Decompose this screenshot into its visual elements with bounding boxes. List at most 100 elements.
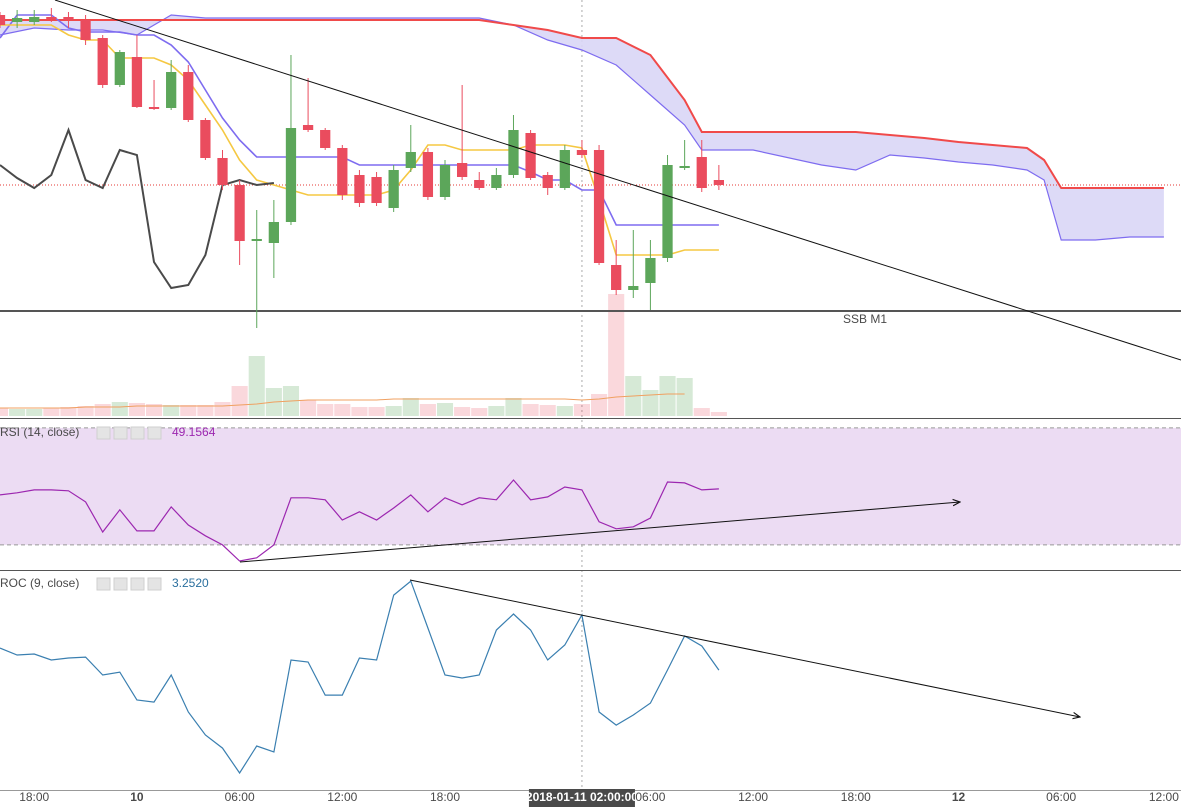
volume-ma — [0, 393, 685, 409]
candle-body — [217, 158, 228, 185]
candle-body — [713, 180, 725, 185]
indicator-controls[interactable] — [96, 426, 162, 440]
volume-bar — [351, 407, 368, 416]
remove-icon[interactable] — [147, 577, 162, 591]
volume-bar — [300, 400, 317, 416]
x-tick-label: 18:00 — [841, 790, 871, 804]
candle-body — [491, 175, 502, 188]
indicator-controls[interactable] — [96, 577, 162, 591]
candle-body — [63, 17, 74, 20]
crosshair-label-bg — [528, 789, 635, 807]
cloud-span — [0, 19, 1164, 189]
cloud-span — [0, 14, 1164, 241]
more-icon[interactable] — [130, 426, 145, 440]
candle-body — [320, 130, 331, 148]
band-fill — [0, 427, 1181, 545]
volume-bar — [573, 404, 590, 416]
x-tick-label: 12 — [952, 790, 966, 804]
settings-icon[interactable] — [113, 577, 128, 591]
x-tick-label: 06:00 — [225, 790, 255, 804]
volume-bar — [128, 403, 145, 416]
candle-body — [268, 222, 279, 243]
candle-body — [576, 150, 588, 155]
candle-body — [508, 130, 519, 175]
candle-body — [422, 152, 434, 197]
indicator-title: RSI (14, close) — [0, 425, 79, 439]
indicator-line — [0, 127, 275, 290]
volume-bar — [385, 406, 402, 416]
candle-body — [80, 20, 91, 40]
candle-body — [0, 15, 6, 25]
candle-body — [371, 177, 382, 203]
candle-body — [405, 152, 416, 168]
indicator-title: ROC (9, close) — [0, 576, 79, 590]
candle-body — [11, 18, 23, 22]
candle-body — [46, 17, 57, 19]
candle-body — [439, 165, 451, 197]
candle-body — [525, 133, 536, 178]
volume-bar — [454, 407, 471, 416]
x-tick-label: 18:00 — [430, 790, 460, 804]
level-label: SSB M1 — [843, 312, 887, 326]
candle-body — [542, 175, 553, 188]
candle-body — [662, 165, 673, 258]
volume-bar — [111, 402, 128, 416]
volume-bar — [0, 408, 9, 416]
volume-bar — [659, 376, 676, 416]
visibility-icon[interactable] — [96, 426, 111, 440]
volume-bar — [317, 404, 334, 416]
volume-bar — [231, 386, 248, 416]
trend-line — [409, 579, 1080, 717]
trend-line — [239, 502, 960, 563]
volume-bar — [180, 405, 197, 416]
remove-icon[interactable] — [147, 426, 162, 440]
volume-bar — [710, 412, 727, 416]
candle-body — [97, 38, 108, 85]
indicator-line — [0, 479, 719, 562]
x-tick-label: 12:00 — [1149, 790, 1179, 804]
x-tick-label: 18:00 — [19, 790, 49, 804]
volume-bar — [368, 407, 385, 416]
candle-body — [679, 166, 690, 168]
candle-body — [354, 175, 365, 203]
volume-bar — [556, 406, 573, 416]
volume-bar — [522, 404, 539, 416]
candle-body — [302, 125, 314, 130]
volume-bar — [436, 403, 454, 416]
candle-body — [645, 258, 656, 283]
volume-bar — [77, 406, 94, 416]
candle-body — [593, 150, 605, 263]
candle-body — [29, 17, 40, 22]
volume-bar — [608, 294, 625, 416]
candle-body — [611, 265, 622, 290]
volume-bar — [94, 404, 111, 416]
candle-body — [166, 72, 177, 108]
volume-bar — [591, 394, 608, 416]
volume-bar — [471, 408, 488, 416]
candle-body — [628, 286, 639, 290]
candle-body — [114, 52, 125, 85]
volume-bar — [334, 404, 351, 416]
x-tick-label: 10 — [130, 790, 144, 804]
more-icon[interactable] — [130, 577, 145, 591]
settings-icon[interactable] — [113, 426, 128, 440]
candle-body — [456, 163, 468, 177]
volume-bar — [145, 404, 163, 416]
candle-body — [696, 157, 707, 188]
trend-line — [54, 0, 1181, 361]
volume-bar — [60, 407, 77, 416]
x-tick-label: 06:00 — [635, 790, 665, 804]
candle-body — [148, 107, 160, 109]
volume-bar — [214, 402, 231, 416]
volume-bar — [676, 378, 693, 416]
candle-body — [285, 128, 297, 222]
candle-body — [474, 180, 485, 188]
candle-body — [251, 239, 262, 241]
volume-bar — [419, 404, 436, 416]
x-tick-label: 2018-01-11 02:00:00 — [526, 790, 638, 804]
candle-body — [337, 148, 348, 195]
visibility-icon[interactable] — [96, 577, 111, 591]
candle-body — [388, 170, 399, 208]
